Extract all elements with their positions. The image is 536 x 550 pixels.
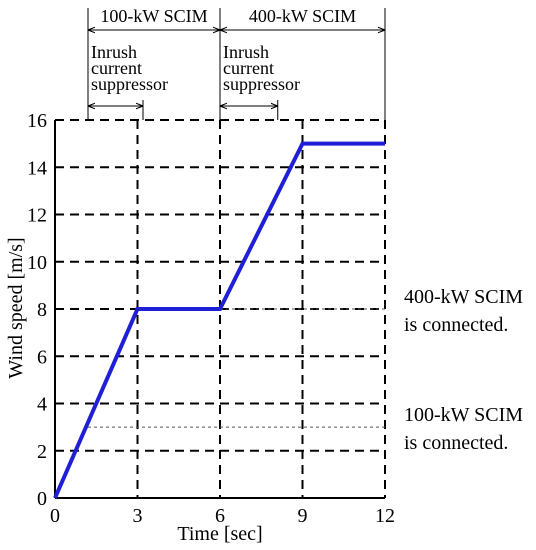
x-axis-label: Time [sec] [177,523,262,545]
x-tick-label: 0 [50,505,60,527]
series-layer [53,141,385,499]
reference-label: 100-kW SCIM [404,404,523,426]
x-tick-label: 3 [133,505,143,527]
tick-labels: 0 2 4 6 8 10 12 14 16 0 3 6 9 12 [27,110,395,527]
x-tick-label: 12 [375,505,395,527]
x-tick-label: 6 [215,505,225,527]
y-tick-label: 6 [37,346,47,368]
y-axis-label: Wind speed [m/s] [5,237,27,378]
y-tick-label: 2 [37,441,47,463]
reference-label: is connected. [404,432,508,454]
reference-label: 400-kW SCIM [404,286,523,308]
y-tick-label: 10 [27,252,47,274]
period-label: 100-kW SCIM [100,6,207,26]
reference-label: is connected. [404,314,508,336]
wind-speed-line [53,141,385,499]
sub-label: current [91,58,142,78]
y-tick-label: 8 [37,299,47,321]
sub-label: current [223,58,274,78]
sub-label: suppressor [91,74,168,94]
x-tick-label: 9 [298,505,308,527]
y-tick-label: 0 [37,488,47,510]
period-annotations: 100-kW SCIMInrushcurrentsuppressor400-kW… [87,6,386,120]
y-tick-label: 4 [37,394,47,416]
y-tick-label: 12 [27,205,47,227]
period-label: 400-kW SCIM [249,6,356,26]
reference-lines: 400-kW SCIM is connected. 100-kW SCIM is co… [88,286,523,454]
grid-lines [54,119,386,499]
y-tick-label: 14 [27,157,47,179]
sub-label: Inrush [91,42,137,62]
y-tick-label: 16 [27,110,47,132]
sub-label: suppressor [223,74,300,94]
sub-label: Inrush [223,42,269,62]
